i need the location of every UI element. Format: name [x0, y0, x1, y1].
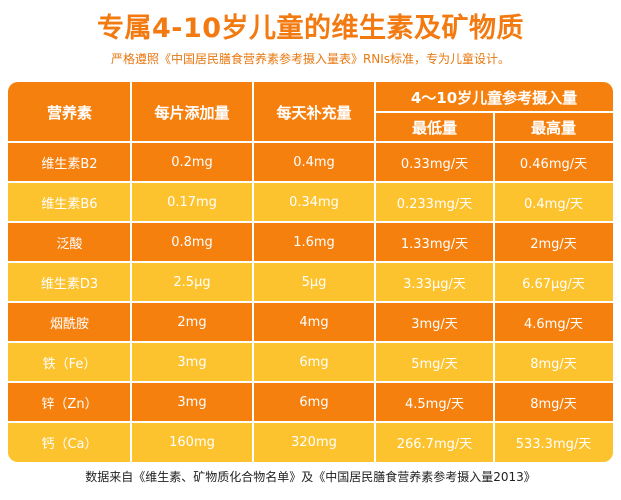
table-cell-max: 8mg/天: [494, 342, 613, 382]
table-cell-min: 266.7mg/天: [375, 422, 494, 462]
table-cell-max: 0.4mg/天: [494, 182, 613, 222]
table-cell-per-tablet: 2mg: [131, 302, 253, 342]
table-cell-daily: 4mg: [253, 302, 375, 342]
table-cell-daily: 6mg: [253, 382, 375, 422]
table-cell-max: 0.46mg/天: [494, 142, 613, 182]
table-cell-min: 1.33mg/天: [375, 222, 494, 262]
page-title: 专属4-10岁儿童的维生素及矿物质: [96, 13, 525, 44]
header-daily: 每天补充量: [253, 82, 375, 142]
grid-line-horizontal: [8, 421, 613, 423]
table-cell-daily: 320mg: [253, 422, 375, 462]
table-cell-nutrient: 泛酸: [8, 222, 131, 262]
table-cell-min: 4.5mg/天: [375, 382, 494, 422]
grid-line-horizontal: [375, 111, 613, 113]
table-cell-min: 0.233mg/天: [375, 182, 494, 222]
grid-line-horizontal: [8, 221, 613, 223]
table-cell-per-tablet: 0.17mg: [131, 182, 253, 222]
table-cell-max: 2mg/天: [494, 222, 613, 262]
header-nutrient: 营养素: [8, 82, 131, 142]
grid-line-vertical: [374, 82, 376, 462]
table-cell-nutrient: 维生素D3: [8, 262, 131, 302]
table-cell-per-tablet: 3mg: [131, 382, 253, 422]
table-cell-max: 8mg/天: [494, 382, 613, 422]
table-cell-nutrient: 铁（Fe）: [8, 342, 131, 382]
table-cell-daily: 6mg: [253, 342, 375, 382]
page-subtitle: 严格遵照《中国居民膳食营养素参考摄入量表》RNIs标准，专为儿童设计。: [110, 52, 511, 66]
table-cell-nutrient: 烟酰胺: [8, 302, 131, 342]
data-source-note: 数据来自《维生素、矿物质化合物名单》及《中国居民膳食营养素参考摄入量2013》: [85, 470, 536, 484]
table-cell-max: 533.3mg/天: [494, 422, 613, 462]
grid-line-horizontal: [8, 261, 613, 263]
table-cell-min: 3mg/天: [375, 302, 494, 342]
grid-line-horizontal: [8, 381, 613, 383]
header-max: 最高量: [494, 112, 613, 142]
table-cell-daily: 0.34mg: [253, 182, 375, 222]
header-reference: 4～10岁儿童参考摄入量: [375, 82, 613, 112]
grid-line-horizontal: [8, 181, 613, 183]
table-cell-per-tablet: 2.5μg: [131, 262, 253, 302]
nutrient-table: 营养素 每片添加量 每天补充量 4～10岁儿童参考摄入量 最低量 最高量 维生素…: [8, 82, 613, 462]
table-cell-per-tablet: 3mg: [131, 342, 253, 382]
table-cell-daily: 5μg: [253, 262, 375, 302]
table-cell-nutrient: 锌（Zn）: [8, 382, 131, 422]
grid-line-horizontal: [8, 301, 613, 303]
table-cell-nutrient: 钙（Ca）: [8, 422, 131, 462]
grid-line-vertical: [252, 82, 254, 462]
table-cell-per-tablet: 160mg: [131, 422, 253, 462]
table-cell-per-tablet: 0.8mg: [131, 222, 253, 262]
grid-line-horizontal: [8, 341, 613, 343]
table-cell-min: 0.33mg/天: [375, 142, 494, 182]
table-cell-per-tablet: 0.2mg: [131, 142, 253, 182]
table-cell-daily: 0.4mg: [253, 142, 375, 182]
table-cell-nutrient: 维生素B6: [8, 182, 131, 222]
grid-line-horizontal: [8, 141, 613, 143]
table-cell-daily: 1.6mg: [253, 222, 375, 262]
table-cell-min: 5mg/天: [375, 342, 494, 382]
grid-line-vertical: [130, 82, 132, 462]
header-per-tablet: 每片添加量: [131, 82, 253, 142]
table-cell-min: 3.33μg/天: [375, 262, 494, 302]
grid-line-vertical: [493, 112, 495, 462]
table-cell-max: 4.6mg/天: [494, 302, 613, 342]
header-min: 最低量: [375, 112, 494, 142]
table-cell-nutrient: 维生素B2: [8, 142, 131, 182]
table-cell-max: 6.67μg/天: [494, 262, 613, 302]
